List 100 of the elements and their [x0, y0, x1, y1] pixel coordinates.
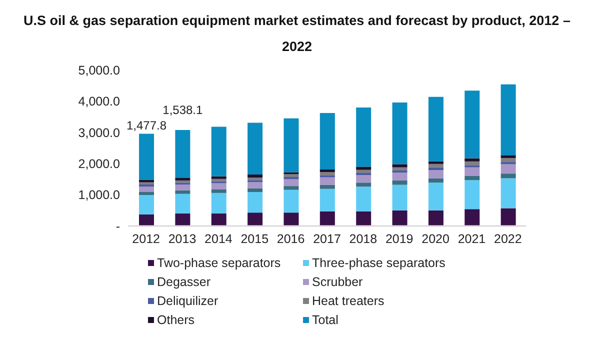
bar	[356, 182, 372, 187]
bar	[464, 158, 480, 162]
bar	[428, 161, 444, 164]
bar	[392, 102, 408, 164]
x-tick-label: 2016	[276, 232, 305, 246]
bar	[248, 212, 263, 226]
legend-label: Three-phase separators	[312, 256, 446, 270]
bar	[139, 195, 154, 214]
bar	[320, 211, 335, 226]
chart-title: U.S oil & gas separation equipment market estimates and forecast by product, 2012 – 2022	[22, 12, 572, 56]
legend-label: Total	[312, 312, 338, 326]
y-tick-label: -	[116, 219, 120, 234]
bar	[464, 167, 480, 176]
bar	[356, 175, 372, 183]
bar	[320, 113, 335, 170]
x-tick-label: 2013	[168, 232, 196, 246]
bar	[392, 164, 408, 168]
bar	[284, 118, 299, 172]
bar	[500, 208, 516, 226]
bar	[175, 130, 190, 178]
bar	[392, 167, 408, 170]
bar	[500, 155, 516, 158]
bar	[356, 170, 372, 173]
bar	[139, 186, 154, 192]
bar	[464, 209, 480, 226]
bar	[248, 192, 263, 213]
bar	[392, 210, 408, 226]
y-tick-label: 3,000.0	[78, 126, 120, 140]
bar	[211, 183, 226, 190]
bar	[284, 212, 299, 226]
bar	[211, 192, 226, 214]
bar	[139, 192, 154, 196]
bar	[175, 180, 190, 183]
legend-label: Degasser	[157, 274, 210, 288]
bar	[428, 182, 444, 210]
bar	[175, 194, 190, 214]
bar	[320, 188, 335, 212]
legend-label: Deliquilizer	[157, 294, 218, 308]
bar	[248, 178, 263, 180]
x-tick-label: 2022	[494, 232, 522, 246]
bar	[500, 164, 516, 174]
y-tick-label: 4,000.0	[78, 94, 120, 109]
bar	[248, 122, 263, 175]
bar	[139, 180, 154, 182]
x-tick-label: 2015	[240, 232, 269, 246]
bar	[211, 126, 226, 176]
bar	[284, 179, 299, 186]
bar	[284, 174, 299, 178]
bar	[500, 178, 516, 208]
bar	[356, 186, 372, 212]
bar	[464, 161, 480, 166]
bar	[139, 134, 154, 180]
bar	[284, 190, 299, 213]
bar	[500, 174, 516, 178]
bar	[428, 210, 444, 226]
bar	[356, 211, 372, 226]
x-tick-label: 2020	[422, 232, 450, 246]
bar	[356, 107, 372, 167]
legend-label: Two-phase separators	[157, 256, 281, 270]
bar	[500, 84, 516, 156]
bar	[211, 189, 226, 193]
bar	[211, 214, 226, 226]
x-tick-label: 2012	[132, 232, 160, 246]
bar	[320, 177, 335, 185]
bar	[175, 184, 190, 190]
bar	[248, 174, 263, 178]
data-label: 1,477.8	[126, 118, 167, 133]
bar	[284, 186, 299, 190]
bar	[211, 178, 226, 182]
y-tick-label: 1,000.0	[78, 188, 120, 202]
bar	[428, 178, 444, 183]
bar	[500, 158, 516, 162]
bar	[320, 172, 335, 176]
bar	[392, 172, 408, 180]
y-tick-label: 2,000.0	[78, 157, 120, 172]
y-tick-label: 5,000.0	[78, 63, 120, 78]
bar	[320, 170, 335, 172]
x-tick-label: 2019	[385, 232, 414, 246]
bar	[464, 90, 480, 158]
bar	[175, 178, 190, 180]
bar	[139, 214, 154, 226]
bar	[320, 184, 335, 189]
x-tick-label: 2014	[204, 232, 232, 246]
x-tick-label: 2017	[313, 232, 341, 246]
bar	[211, 176, 226, 179]
bar	[248, 182, 263, 188]
bar	[428, 170, 444, 178]
bar	[428, 164, 444, 168]
bar	[248, 188, 263, 192]
legend-label: Heat treaters	[312, 294, 384, 308]
bar	[464, 176, 480, 180]
bar	[392, 170, 408, 173]
bar	[356, 166, 372, 170]
x-tick-label: 2021	[458, 232, 486, 246]
bar	[175, 190, 190, 194]
x-tick-label: 2018	[349, 232, 378, 246]
bar	[356, 172, 372, 176]
legend-label: Scrubber	[312, 274, 363, 288]
legend-label: Others	[157, 312, 195, 326]
bar	[392, 184, 408, 210]
